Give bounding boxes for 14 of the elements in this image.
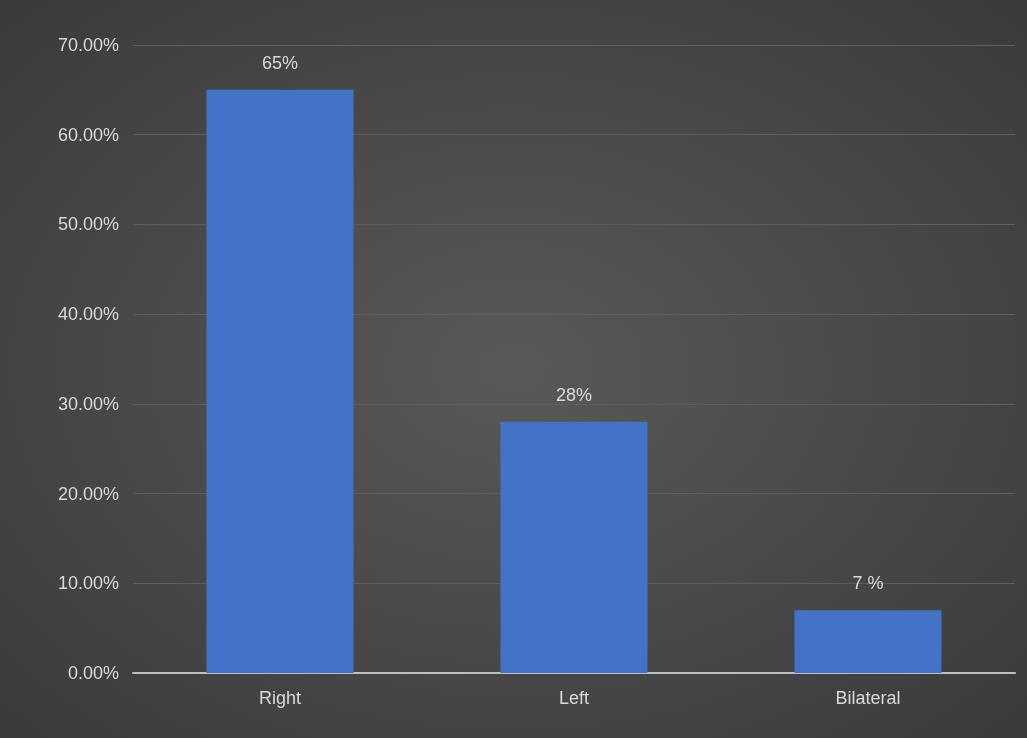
x-tick-label: Bilateral (835, 688, 901, 708)
y-tick-label: 0.00% (67, 663, 119, 683)
y-tick-label: 70.00% (57, 35, 119, 55)
y-tick-label: 10.00% (57, 573, 119, 594)
y-tick-label: 40.00% (57, 304, 119, 325)
y-tick-label: 50.00% (57, 214, 119, 235)
data-label: 7 % (852, 573, 884, 594)
x-tick-label: Right (258, 688, 302, 708)
data-label: 65% (261, 52, 299, 73)
y-tick-label: 60.00% (57, 124, 119, 145)
y-tick-label: 20.00% (57, 483, 119, 504)
x-tick-label: Left (558, 688, 590, 708)
data-label: 28% (555, 384, 593, 405)
y-tick-label: 30.00% (57, 393, 119, 414)
